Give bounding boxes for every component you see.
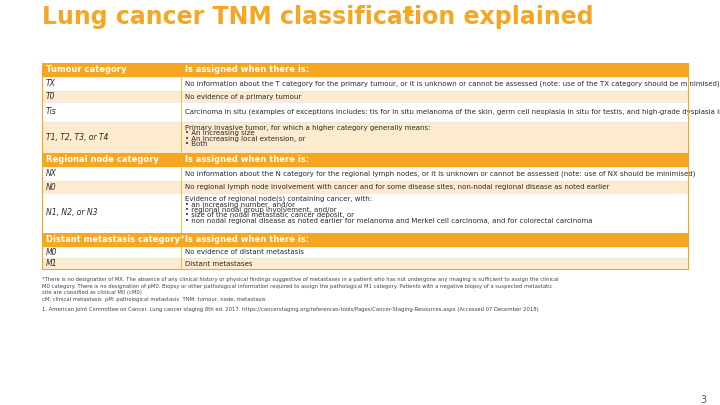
Text: T0: T0 — [46, 92, 55, 101]
Bar — [42, 122, 688, 153]
Text: • regional nodal group involvement, and/or: • regional nodal group involvement, and/… — [185, 207, 336, 213]
Text: No information about the N category for the regional lymph nodes, or it is unkno: No information about the N category for … — [185, 171, 696, 177]
Text: Lung cancer TNM classification explained: Lung cancer TNM classification explained — [42, 5, 593, 29]
Text: • an increasing number, and/or: • an increasing number, and/or — [185, 202, 295, 207]
Text: Is assigned when there is:: Is assigned when there is: — [185, 156, 309, 164]
Text: • An increasing size: • An increasing size — [185, 130, 254, 136]
Bar — [42, 181, 688, 193]
Text: *There is no designation of MX. The absence of any clinical history or physical : *There is no designation of MX. The abse… — [42, 277, 559, 302]
Text: • Both: • Both — [185, 141, 207, 147]
Bar — [42, 63, 688, 77]
Text: N1, N2, or N3: N1, N2, or N3 — [46, 209, 97, 217]
Text: • size of the nodal metastatic cancer deposit, or: • size of the nodal metastatic cancer de… — [185, 213, 354, 219]
Bar — [42, 153, 688, 167]
Text: No regional lymph node involvement with cancer and for some disease sites, non-n: No regional lymph node involvement with … — [185, 184, 609, 190]
Text: M1: M1 — [46, 259, 58, 268]
Text: Is assigned when there is:: Is assigned when there is: — [185, 235, 309, 245]
Text: T1, T2, T3, or T4: T1, T2, T3, or T4 — [46, 133, 109, 142]
Bar — [42, 258, 688, 269]
Bar — [42, 63, 688, 269]
Bar — [42, 247, 688, 258]
Bar — [42, 193, 688, 233]
Text: 1. American Joint Committee on Cancer. Lung cancer staging 8th ed. 2017. https:/: 1. American Joint Committee on Cancer. L… — [42, 307, 539, 312]
Text: M0: M0 — [46, 248, 58, 257]
Text: 1: 1 — [404, 5, 414, 19]
Bar — [42, 233, 688, 247]
Bar — [42, 77, 688, 91]
Text: Regional node category: Regional node category — [46, 156, 159, 164]
Text: Carcinoma in situ (examples of exceptions includes: tis for in situ melanoma of : Carcinoma in situ (examples of exception… — [185, 109, 720, 115]
Text: No information about the T category for the primary tumour, or it is unknown or : No information about the T category for … — [185, 81, 719, 87]
Text: Distant metastases: Distant metastases — [185, 260, 253, 266]
Text: Evidence of regional node(s) containing cancer, with:: Evidence of regional node(s) containing … — [185, 196, 372, 202]
Text: Tumour category: Tumour category — [46, 66, 127, 75]
Bar — [42, 102, 688, 122]
Text: No evidence of distant metastasis: No evidence of distant metastasis — [185, 249, 304, 256]
Text: • An increasing local extension, or: • An increasing local extension, or — [185, 136, 305, 142]
Text: Primary invasive tumor, for which a higher category generally means:: Primary invasive tumor, for which a high… — [185, 125, 431, 131]
Text: NX: NX — [46, 170, 57, 179]
Bar — [42, 91, 688, 102]
Bar — [42, 167, 688, 181]
Text: N0: N0 — [46, 183, 57, 192]
Text: No evidence of a primary tumour: No evidence of a primary tumour — [185, 94, 301, 100]
Text: 3: 3 — [700, 395, 706, 405]
Text: • non nodal regional disease as noted earlier for melanoma and Merkel cell carci: • non nodal regional disease as noted ea… — [185, 218, 593, 224]
Text: TX: TX — [46, 79, 56, 89]
Text: Tis: Tis — [46, 107, 57, 117]
Text: Is assigned when there is:: Is assigned when there is: — [185, 66, 309, 75]
Text: Distant metastasis category*: Distant metastasis category* — [46, 235, 184, 245]
